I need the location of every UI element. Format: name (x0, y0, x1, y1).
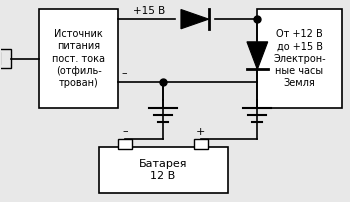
Text: Батарея
12 В: Батарея 12 В (139, 159, 187, 181)
Text: Источник
питания
пост. тока
(отфиль-
трован): Источник питания пост. тока (отфиль- тро… (52, 29, 105, 88)
Bar (118, 139, 132, 149)
Text: От +12 В
до +15 В
Электрон-
ные часы
Земля: От +12 В до +15 В Электрон- ные часы Зем… (273, 29, 326, 88)
Bar (99, 147, 228, 193)
Bar (0, 49, 11, 68)
Polygon shape (181, 9, 209, 29)
Text: –: – (122, 126, 128, 137)
Bar (39, 9, 118, 108)
Text: –: – (121, 68, 127, 78)
Text: +15 В: +15 В (133, 6, 166, 16)
Bar (194, 139, 208, 149)
Bar (257, 9, 342, 108)
Polygon shape (247, 42, 268, 69)
Text: +: + (196, 126, 205, 137)
